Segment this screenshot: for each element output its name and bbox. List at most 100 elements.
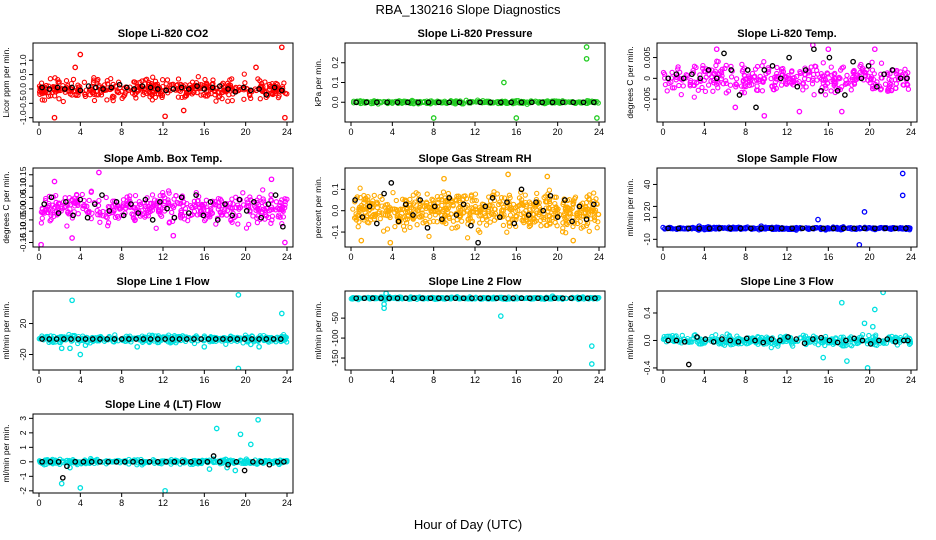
data-point [391,206,398,212]
data-point [805,76,812,83]
chart-title: Slope Line 2 Flow [429,276,522,288]
x-tick-label: 12 [158,375,168,385]
data-point [664,88,670,94]
data-point [523,217,530,223]
data-point [580,99,587,106]
data-point [82,342,89,349]
data-point [660,69,667,76]
data-point [569,218,575,225]
data-point [543,222,549,229]
data-point [485,295,492,302]
data-point [256,343,262,350]
y-tick-label: -1 [18,472,28,480]
data-point [273,199,280,205]
data-point [864,226,870,232]
data-point [580,200,586,206]
data-point [178,209,185,215]
data-point [859,337,866,344]
data-point [390,189,396,196]
data-point [201,333,208,339]
data-point [527,207,533,213]
data-point [671,85,677,91]
data-point [140,336,147,342]
data-point [75,336,82,342]
data-point [723,90,729,96]
data-point [142,196,149,203]
data-point [223,456,229,463]
data-point [813,63,819,70]
data-point [212,336,219,342]
plot-area [38,169,290,247]
data-point [39,458,45,465]
data-point [242,80,248,86]
data-point [70,76,77,83]
y-tick-label: -0.05 [18,210,28,230]
data-point [370,203,376,209]
data-point [482,203,489,210]
plot-area [660,170,913,247]
data-point [695,87,701,93]
data-point [88,458,95,465]
data-point [477,99,484,106]
data-point [702,88,709,95]
data-point [789,68,795,74]
data-point [752,66,759,72]
data-point [354,213,361,219]
data-point [534,190,540,197]
data-point [254,219,261,226]
data-point [86,197,92,204]
data-point [779,68,785,75]
data-point [251,199,257,205]
x-tick-label: 24 [282,127,292,137]
data-point [43,195,49,202]
data-point [268,198,275,204]
data-point [157,208,163,215]
data-point [256,336,262,342]
x-tick-label: 20 [553,252,563,262]
data-point [690,82,697,88]
data-point [244,197,250,203]
data-point [366,203,373,210]
data-point [112,214,119,221]
data-point [673,71,680,78]
data-point [576,203,583,210]
data-point [158,213,165,219]
data-point [375,200,381,207]
data-point [831,71,837,78]
data-point [149,217,156,223]
data-point [557,100,563,106]
data-point [858,75,865,82]
data-point [210,77,216,83]
data-point [830,225,837,232]
data-point [505,171,511,178]
data-point [711,70,717,76]
data-point [121,458,128,465]
y-tick-label: 20 [18,319,28,329]
data-point [590,99,597,106]
data-point [160,189,166,196]
data-point [41,201,48,207]
data-point [719,66,725,72]
data-point [880,291,886,296]
data-point [159,77,166,83]
data-point [366,220,372,226]
data-point [103,194,109,201]
data-point [594,225,600,231]
data-point [480,296,486,302]
data-point [897,334,904,341]
data-point [595,211,602,217]
data-point [196,458,203,465]
data-point [194,198,201,204]
x-tick-label: 16 [823,252,833,262]
data-point [359,214,366,220]
data-point [97,212,103,218]
data-point [740,78,746,84]
data-point [373,99,380,106]
data-point [89,336,96,342]
data-point [123,84,130,91]
data-point [726,332,733,339]
data-point [701,227,708,233]
x-tick-label: 0 [348,252,353,262]
x-tick-label: 0 [348,127,353,137]
data-point [789,338,796,345]
